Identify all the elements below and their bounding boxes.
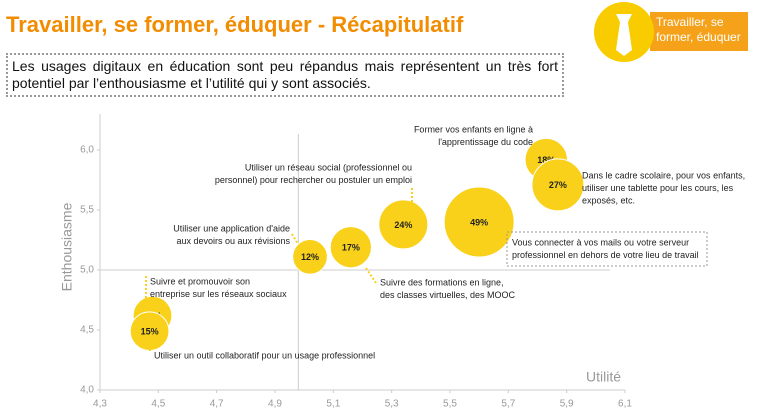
x-tick-label: 4,5: [151, 399, 165, 410]
bubble-label: 49%: [470, 217, 488, 227]
bubble: [329, 226, 372, 269]
title: Travailler, se former, éduquer - Récapit…: [6, 12, 464, 37]
y-tick-label: 6,0: [80, 145, 94, 156]
bubble-label: 27%: [549, 180, 567, 190]
x-tick-label: 4,9: [268, 399, 282, 410]
annotation: Dans le cadre scolaire, pour vos enfants…: [582, 170, 745, 180]
annotation: personnel) pour rechercher ou postuler u…: [215, 175, 412, 185]
y-axis-label: Enthousiasme: [59, 202, 75, 291]
x-tick-label: 5,7: [501, 399, 515, 410]
annotation: Utiliser un réseau social (professionnel…: [245, 162, 412, 172]
x-tick-label: 5,9: [560, 399, 574, 410]
bubble-label: 18%: [537, 155, 555, 165]
bubble: [378, 199, 429, 250]
annotation: Suivre et promouvoir son: [150, 276, 250, 286]
y-tick-label: 4,0: [80, 385, 94, 396]
annotation: Suivre des formations en ligne,: [380, 277, 504, 287]
x-tick-label: 4,3: [93, 399, 107, 410]
annotation: des classes virtuelles, des MOOC: [380, 290, 516, 300]
annotation: Vous connecter à vos mails ou votre serv…: [512, 237, 689, 247]
x-tick-label: 5,1: [326, 399, 340, 410]
bubble: [292, 238, 328, 275]
annotation: Utiliser un outil collaboratif pour un u…: [154, 350, 375, 360]
x-tick-label: 6,1: [618, 399, 632, 410]
annotation: aux devoirs ou aux révisions: [176, 236, 290, 246]
annotation: professionnel en dehors de votre lieu de…: [512, 250, 699, 260]
annotation: utiliser une tablette pour les cours, le…: [582, 183, 734, 193]
x-tick-label: 5,3: [385, 399, 399, 410]
bubble-label: 24%: [394, 220, 412, 230]
annotation-box: [506, 231, 708, 267]
annotation: exposés, etc.: [582, 195, 635, 205]
leader-line: [365, 267, 377, 284]
subtitle: Les usages digitaux en éducation sont pe…: [6, 53, 564, 97]
leader-line: [291, 233, 299, 245]
annotation: entreprise sur les réseaux sociaux: [150, 289, 287, 299]
bubble-label: 12%: [301, 252, 319, 262]
tie-icon: [616, 14, 632, 56]
x-axis-label: Utilité: [586, 369, 621, 385]
y-tick-label: 5,5: [80, 205, 94, 216]
bubble: [531, 158, 585, 212]
x-tick-label: 5,5: [443, 399, 457, 410]
y-tick-label: 5,0: [80, 265, 94, 276]
annotation: Utiliser une application d'aide: [173, 223, 290, 233]
bubble-label: 17%: [342, 243, 360, 253]
bubble: [443, 186, 515, 258]
bubble-label: 15%: [141, 327, 159, 337]
annotation: Former vos enfants en ligne à: [414, 124, 533, 134]
y-tick-label: 4,5: [80, 325, 94, 336]
annotation: l'apprentissage du code: [438, 137, 533, 147]
x-tick-label: 4,7: [210, 399, 224, 410]
badge: Travailler, se former, éduquer: [650, 12, 748, 51]
